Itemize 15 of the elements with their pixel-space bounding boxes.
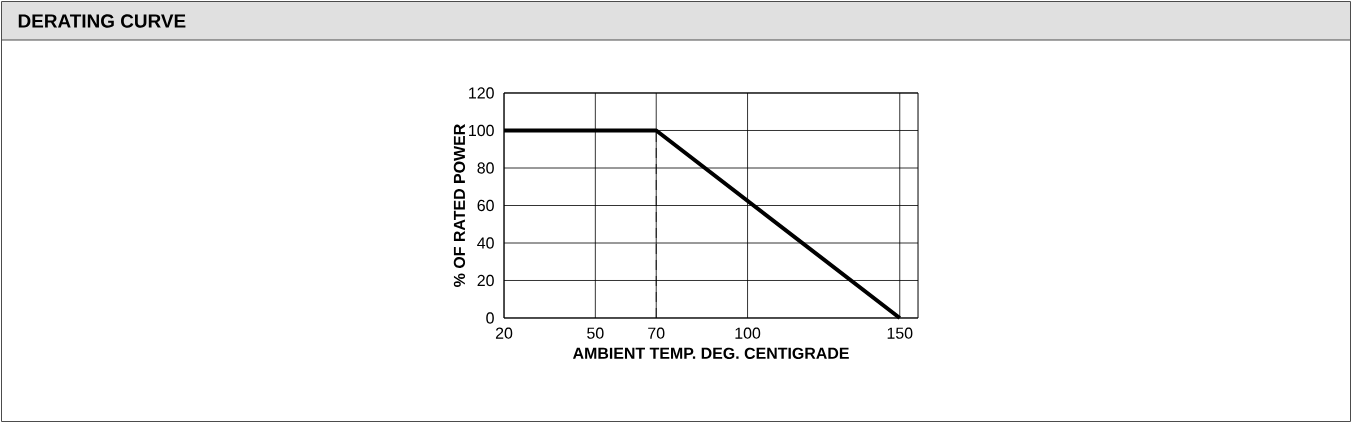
x-tick-label: 150 xyxy=(887,327,913,339)
y-tick-label: 80 xyxy=(477,162,494,174)
text: DERATING CURVE xyxy=(18,14,186,28)
y-tick-label: 100 xyxy=(469,124,494,137)
y-tick-label: 40 xyxy=(477,237,494,249)
x-tick-label: 70 xyxy=(648,327,665,339)
x-tick-label: 20 xyxy=(495,327,513,339)
y-tick-label: 0 xyxy=(486,312,494,324)
y-tick-label: 20 xyxy=(477,274,494,287)
x-tick-label: 100 xyxy=(735,327,761,339)
x-axis-title: AMBIENT TEMP. DEG. CENTIGRADE xyxy=(572,347,849,359)
x-tick-label: 50 xyxy=(587,327,604,339)
y-tick-label: 60 xyxy=(477,199,494,212)
y-axis-title: % OF RATED POWER xyxy=(453,124,466,287)
y-tick-label: 120 xyxy=(469,87,494,99)
